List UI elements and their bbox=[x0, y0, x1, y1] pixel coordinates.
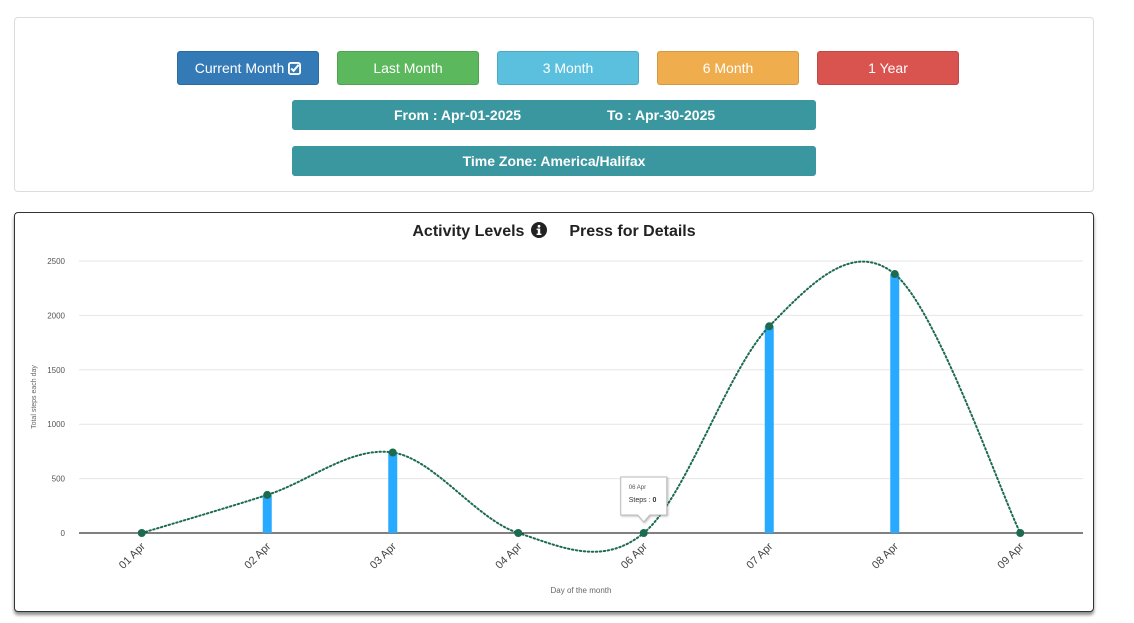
tooltip-category: 06 Apr bbox=[629, 485, 646, 491]
three-month-button[interactable]: 3 Month bbox=[497, 51, 639, 85]
date-range-bar: From : Apr-01-2025 To : Apr-30-2025 bbox=[292, 100, 816, 130]
bar-03-apr bbox=[388, 452, 398, 533]
point-02-apr bbox=[263, 490, 272, 499]
filter-panel: Current Month Last Month 3 Month 6 Month… bbox=[14, 17, 1094, 192]
y-tick-label: 1000 bbox=[47, 420, 65, 429]
timezone-bar: Time Zone: America/Halifax bbox=[292, 146, 816, 176]
x-tick-label: 08 Apr bbox=[870, 540, 901, 571]
y-tick-label: 2000 bbox=[47, 311, 65, 320]
tooltip: 06 Apr Steps : 0 bbox=[620, 476, 668, 523]
from-date: From : Apr-01-2025 bbox=[394, 107, 522, 123]
info-circle-icon[interactable] bbox=[530, 222, 547, 238]
chart-title: Activity Levels bbox=[412, 223, 525, 240]
point-01-apr bbox=[137, 529, 146, 537]
current-month-button[interactable]: Current Month bbox=[177, 51, 319, 85]
x-tick-label: 04 Apr bbox=[493, 540, 524, 571]
y-tick-label: 1500 bbox=[47, 366, 65, 375]
point-07-apr bbox=[765, 322, 774, 331]
tooltip-box bbox=[620, 476, 668, 523]
bar-08-apr bbox=[890, 274, 900, 533]
point-09-apr bbox=[1016, 529, 1025, 537]
activity-chart: 0 500 1000 1500 2000 2500 Total steps each day… bbox=[31, 257, 1083, 595]
last-month-button[interactable]: Last Month bbox=[337, 51, 479, 85]
y-tick-label: 2500 bbox=[47, 257, 65, 266]
point-08-apr bbox=[890, 270, 899, 279]
chart-panel: Activity Levels Press for Details 0 500 10… bbox=[14, 212, 1094, 612]
y-tick-label: 500 bbox=[52, 475, 66, 484]
chart-header: Activity Levels Press for Details bbox=[15, 222, 1093, 241]
trend-line bbox=[140, 260, 1022, 553]
x-tick-label: 01 Apr bbox=[117, 540, 148, 571]
bar-07-apr bbox=[764, 326, 774, 533]
x-axis-label: Day of the month bbox=[551, 586, 612, 595]
point-06-apr bbox=[639, 529, 648, 537]
x-tick-label: 03 Apr bbox=[368, 540, 399, 571]
one-year-button[interactable]: 1 Year bbox=[817, 51, 959, 85]
bar-02-apr bbox=[262, 494, 272, 533]
x-tick-label: 09 Apr bbox=[995, 540, 1026, 571]
check-square-icon bbox=[288, 61, 302, 75]
three-month-label: 3 Month bbox=[542, 60, 594, 76]
to-date: To : Apr-30-2025 bbox=[607, 107, 716, 123]
y-tick-label: 0 bbox=[61, 529, 66, 538]
point-04-apr bbox=[514, 529, 523, 537]
point-03-apr bbox=[388, 448, 397, 457]
timezone-text: Time Zone: America/Halifax bbox=[462, 153, 646, 169]
tooltip-value: Steps : 0 bbox=[629, 497, 657, 504]
last-month-label: Last Month bbox=[373, 60, 443, 76]
x-tick-label: 02 Apr bbox=[242, 540, 273, 571]
x-tick-label: 07 Apr bbox=[744, 540, 775, 571]
press-for-details[interactable]: Press for Details bbox=[569, 223, 696, 240]
six-month-button[interactable]: 6 Month bbox=[657, 51, 799, 85]
current-month-label: Current Month bbox=[194, 60, 285, 76]
one-year-label: 1 Year bbox=[868, 60, 908, 76]
six-month-label: 6 Month bbox=[702, 60, 754, 76]
y-axis-label: Total steps each day bbox=[31, 365, 38, 429]
